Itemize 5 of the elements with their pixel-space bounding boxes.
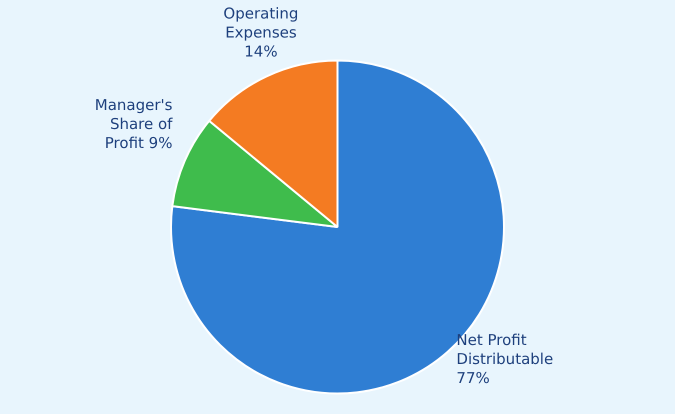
slice-label: Net Profit Distributable — [456, 330, 554, 368]
slice-label: Manager's Share of Profit 9% — [94, 96, 174, 152]
data-label: 77% — [456, 368, 490, 387]
slice-label: Operating Expenses — [223, 4, 298, 42]
data-label: 14% — [244, 42, 278, 61]
